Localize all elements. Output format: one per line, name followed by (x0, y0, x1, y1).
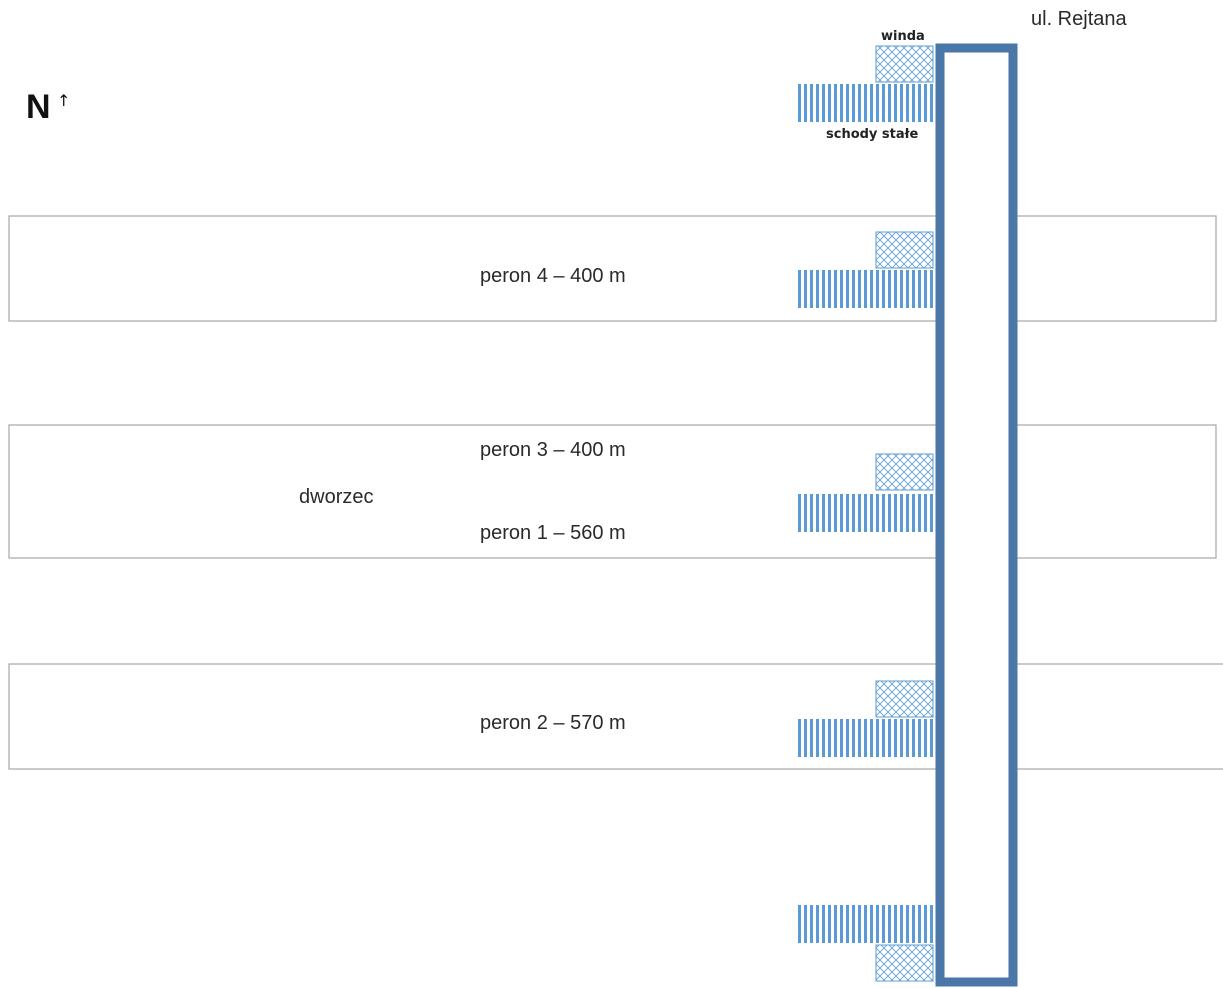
tunnel-outline (935, 43, 1018, 987)
compass-arrow-icon: ↑ (57, 91, 70, 110)
platform-3-1-outline (8, 424, 1217, 559)
platform-4-outline (8, 215, 1217, 322)
elevator-icon (875, 944, 934, 982)
elevator-icon (875, 231, 934, 269)
tunnel: ul. Rejtana (935, 8, 1127, 987)
platform-2-outline (8, 663, 1223, 770)
platform-3-label: peron 3 – 400 m (480, 439, 626, 461)
access-platform-3-1 (796, 453, 934, 532)
elevator-icon (875, 45, 934, 83)
platform-1-label: peron 1 – 560 m (480, 522, 626, 544)
stairs-legend-label: schody stałe (826, 127, 918, 142)
stairs-icon (796, 494, 934, 532)
station-label: dworzec (299, 486, 373, 508)
elevator-icon (875, 680, 934, 718)
stairs-icon (796, 84, 934, 122)
access-platform-4 (796, 231, 934, 308)
access-platform-2 (796, 680, 934, 757)
stairs-icon (796, 719, 934, 757)
platform-2-label: peron 2 – 570 m (480, 712, 626, 734)
access-top: winda schody stałe (796, 29, 934, 142)
compass: N ↑ (26, 88, 70, 126)
stairs-icon (796, 905, 934, 943)
elevator-legend-label: winda (881, 29, 925, 44)
street-label: ul. Rejtana (1031, 8, 1127, 30)
access-bottom (796, 905, 934, 982)
platform-4-label: peron 4 – 400 m (480, 265, 626, 287)
platforms (8, 215, 1223, 770)
elevator-icon (875, 453, 934, 491)
compass-north-letter: N (26, 88, 51, 126)
platform-labels: peron 4 – 400 m peron 3 – 400 m dworzec … (299, 265, 626, 734)
stairs-icon (796, 270, 934, 308)
